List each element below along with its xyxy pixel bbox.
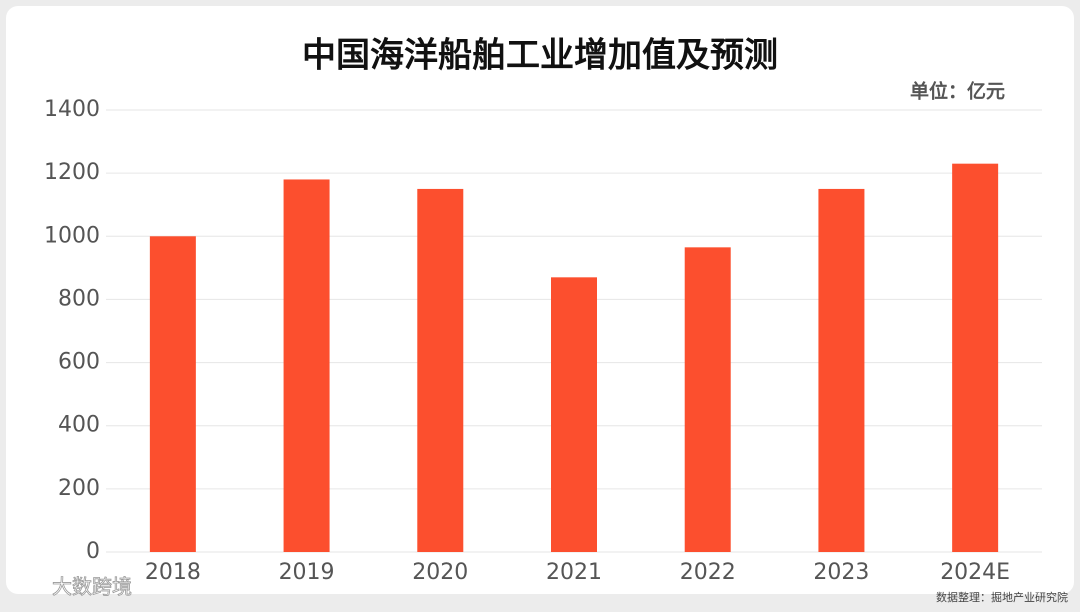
unit-label: 单位：亿元 bbox=[910, 80, 1005, 103]
bar bbox=[818, 188, 865, 552]
y-tick-label: 1400 bbox=[44, 97, 100, 122]
card bbox=[6, 6, 1074, 594]
bar bbox=[149, 236, 196, 553]
y-tick-label: 600 bbox=[58, 350, 100, 375]
y-tick-label: 200 bbox=[58, 476, 100, 501]
y-tick-label: 1000 bbox=[44, 223, 100, 248]
bar bbox=[952, 163, 999, 552]
x-tick-label: 2022 bbox=[680, 560, 736, 585]
chart-title: 中国海洋船舶工业增加值及预测 bbox=[302, 36, 778, 76]
y-tick-label: 0 bbox=[86, 539, 100, 564]
x-tick-label: 2023 bbox=[813, 560, 869, 585]
y-tick-label: 400 bbox=[58, 413, 100, 438]
bar bbox=[551, 277, 597, 552]
bar bbox=[684, 247, 731, 553]
watermark: 大数跨境 bbox=[52, 575, 132, 599]
x-tick-label: 2024E bbox=[940, 560, 1010, 585]
y-tick-label: 1200 bbox=[44, 160, 100, 185]
y-tick-label: 800 bbox=[58, 286, 100, 311]
x-tick-label: 2019 bbox=[279, 560, 335, 585]
source-note: 数据整理：掘地产业研究院 bbox=[936, 590, 1068, 604]
x-tick-label: 2018 bbox=[145, 560, 201, 585]
bar bbox=[283, 179, 330, 552]
x-tick-label: 2021 bbox=[546, 560, 602, 585]
x-tick-label: 2020 bbox=[412, 560, 468, 585]
bar bbox=[417, 188, 464, 552]
